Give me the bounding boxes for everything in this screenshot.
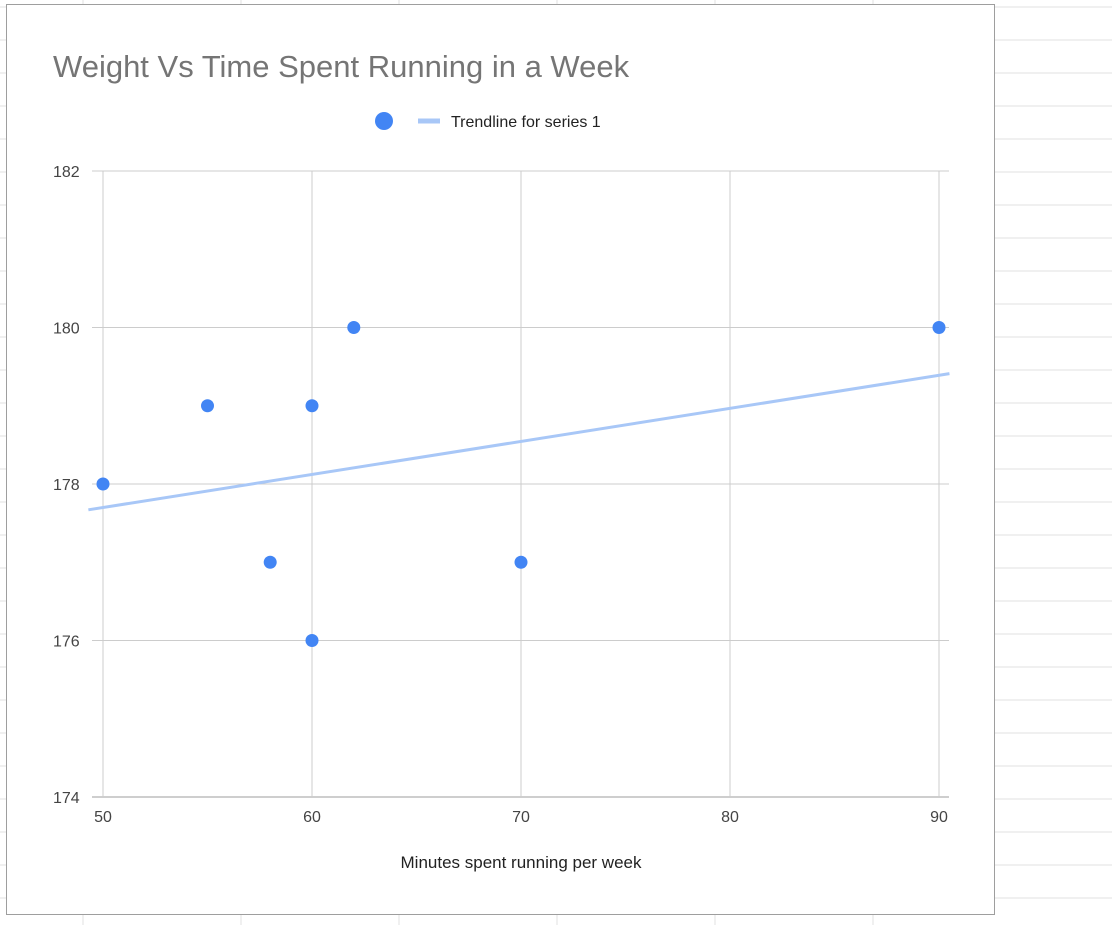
- data-point[interactable]: [514, 555, 528, 569]
- data-point[interactable]: [263, 555, 277, 569]
- trendline: [88, 372, 950, 512]
- y-tick-label: 178: [53, 477, 80, 494]
- legend: Trendline for series 1: [375, 112, 601, 131]
- data-point[interactable]: [96, 477, 110, 491]
- x-tick-label: 60: [303, 809, 321, 826]
- data-point[interactable]: [932, 321, 946, 334]
- x-tick-label: 90: [930, 809, 948, 826]
- x-tick-label: 70: [512, 809, 530, 826]
- x-tick-label: 50: [94, 809, 112, 826]
- y-tick-label: 174: [53, 790, 80, 807]
- legend-series-marker: [375, 112, 393, 130]
- data-points: [96, 321, 946, 647]
- x-tick-label: 80: [721, 809, 739, 826]
- chart-container[interactable]: Weight Vs Time Spent Running in a Week: [6, 4, 995, 915]
- y-tick-label: 176: [53, 634, 80, 651]
- data-point[interactable]: [347, 321, 361, 334]
- y-tick-label: 182: [53, 164, 80, 181]
- data-point[interactable]: [305, 399, 319, 413]
- data-point[interactable]: [201, 399, 214, 413]
- legend-trendline-label: Trendline for series 1: [451, 114, 601, 131]
- gridlines: [92, 170, 949, 798]
- data-point[interactable]: [305, 634, 319, 647]
- y-tick-label: 180: [53, 321, 80, 338]
- axes: 174 176 178 180 182 50 60 70 80 90: [53, 164, 948, 826]
- x-axis-title: Minutes spent running per week: [401, 853, 642, 872]
- chart-title: Weight Vs Time Spent Running in a Week: [53, 49, 630, 84]
